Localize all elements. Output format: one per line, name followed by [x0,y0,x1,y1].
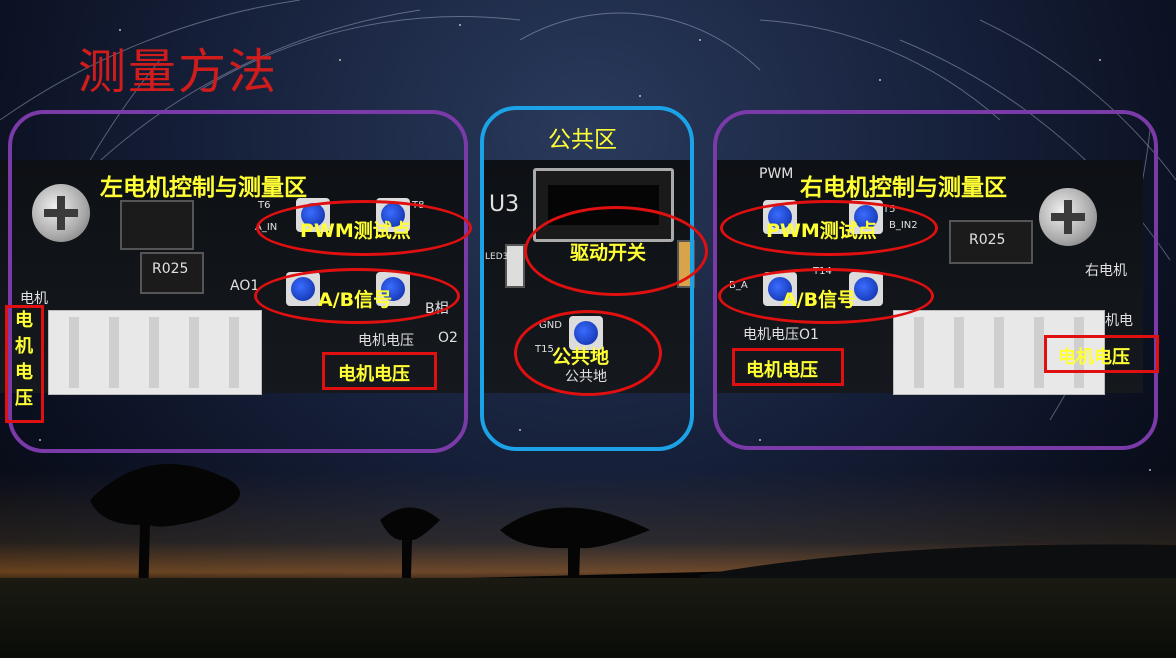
resistor [140,252,204,294]
pcb-text-motor-voltage: 电机电压 [358,333,414,349]
left-motor-voltage-label: 电机电压 [338,364,410,385]
ab-signal-highlight [718,268,934,324]
right-motor-zone [713,110,1158,450]
side-char: 压 [15,388,33,409]
white-connector [893,310,1105,395]
pcb-text-pwm: PWM [759,166,794,182]
screw-icon [1039,188,1097,246]
side-motor-voltage-highlight [1044,335,1159,373]
left-zone-title: 左电机控制与测量区 [100,175,307,201]
ground [0,578,1176,658]
side-char: 电 [15,362,33,383]
left-motor-zone [8,110,468,453]
pcb-text-motor: 电机 [20,291,48,307]
left-pcb-photo: R025 AO1 O2 电机电压 B相 A_IN 电机 T6 T8 [0,160,466,395]
pcb-text-led3: LED3 [485,252,509,262]
pwm-highlight [720,200,938,256]
drive-switch-label: 驱动开关 [570,242,647,264]
white-connector [48,310,262,395]
pcb-text-right-motor: 右电机 [1085,263,1127,279]
resistor [949,220,1033,264]
ab-signal-highlight [254,268,460,324]
left-ab-label: A/B信号 [318,289,393,311]
right-zone-title: 右电机控制与测量区 [800,175,1007,201]
drive-switch-highlight [524,206,708,296]
left-pwm-label: PWM测试点 [300,220,411,242]
right-motor-voltage-label: 电机电压 [746,360,818,381]
pcb-text-u3: U3 [489,192,520,217]
right-pwm-label: PWM测试点 [766,220,877,242]
right-ab-label: A/B信号 [782,289,857,311]
pcb-text-ao1: AO1 [230,278,260,294]
common-ground-label: 公共地 [552,346,610,368]
motor-voltage-highlight [732,348,844,386]
pwm-highlight [256,200,472,256]
side-char: 机 [15,336,33,357]
side-motor-voltage-highlight [5,305,44,423]
pcb-text-o2: O2 [438,330,458,346]
page-title: 测量方法 [78,44,279,100]
pcb-text-motor-voltage-o1: 电机电压O1 [743,327,819,343]
pcb-text-r025: R025 [152,261,189,277]
right-side-motor-voltage-label: 电机电压 [1058,347,1130,368]
pcb-text-r025: R025 [969,232,1006,248]
chip [120,200,194,250]
side-char: 电 [15,310,33,331]
common-zone [480,106,694,451]
motor-voltage-highlight [322,352,437,390]
led [505,244,525,288]
side-motor-voltage-label: 电 机 电 压 [14,308,34,412]
screw-icon [32,184,90,242]
common-zone-title: 公共区 [548,127,617,153]
ground-highlight [514,310,662,396]
pcb-text-t6: T6 [258,200,271,211]
